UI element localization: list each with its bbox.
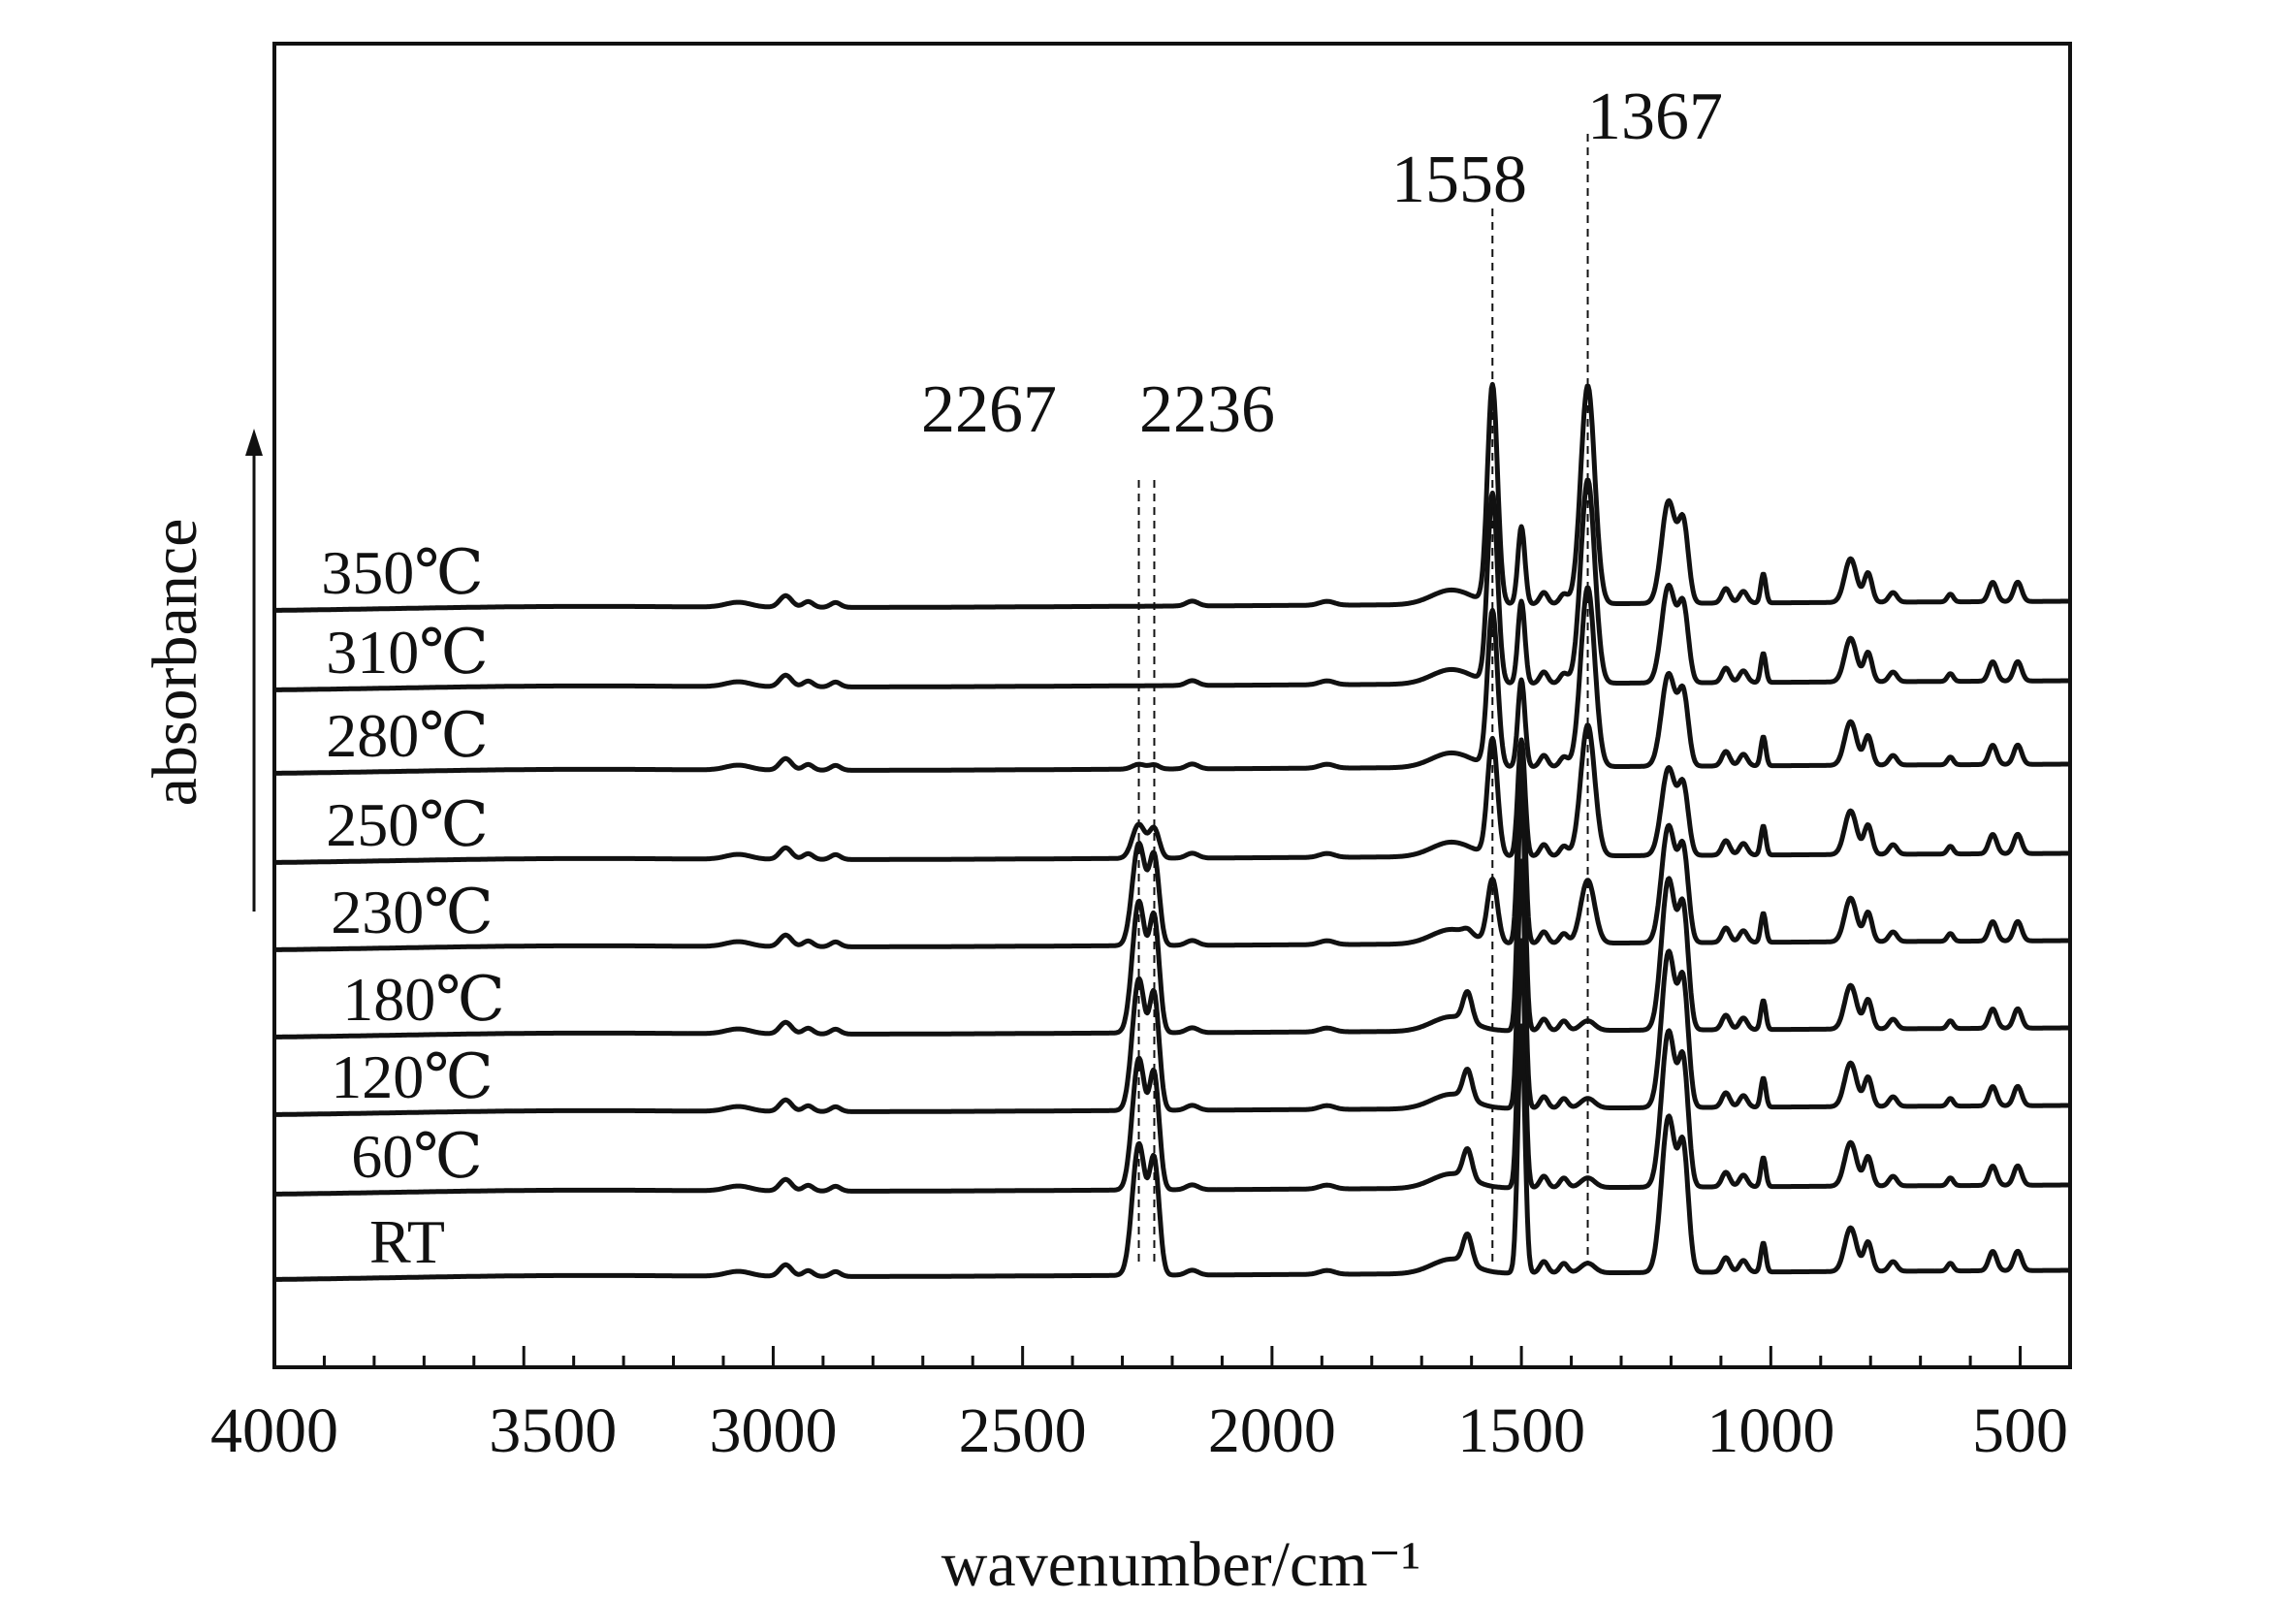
peak-label: 2267: [921, 372, 1057, 447]
trace-250℃: [272, 722, 2072, 865]
series-label: 280℃: [326, 701, 489, 770]
plot-frame: [272, 42, 2072, 1369]
x-tick-label: 1500: [1457, 1395, 1585, 1466]
x-tick-label: 2000: [1208, 1395, 1336, 1466]
peak-label: 1558: [1391, 143, 1527, 217]
spectra-traces: [272, 381, 2072, 1282]
series-label: 180℃: [342, 965, 505, 1034]
series-label: 250℃: [326, 790, 489, 859]
trace-310℃: [272, 477, 2072, 692]
trace-180℃: [272, 781, 2072, 1040]
trace-RT: [272, 1023, 2072, 1282]
series-labels: 350℃ 310℃ 280℃ 250℃ 230℃ 180℃ 120℃ 60℃ RT: [321, 538, 505, 1276]
series-label: 60℃: [351, 1122, 483, 1191]
peak-label: 1367: [1587, 80, 1723, 154]
trace-350℃: [272, 381, 2072, 613]
x-tick-label: 500: [1972, 1395, 2068, 1466]
arrow-head-icon: [245, 429, 263, 456]
peak-marker-lines: [1137, 134, 1589, 1265]
trace-120℃: [272, 858, 2072, 1117]
series-label: 120℃: [331, 1042, 494, 1111]
x-axis-ticks: 4000 3500 3000 2500 2000 1500 1000 500: [210, 1346, 2072, 1466]
x-tick-label: 3500: [489, 1395, 617, 1466]
trace-60℃: [272, 938, 2072, 1197]
series-label: 230℃: [331, 878, 494, 946]
series-label: RT: [369, 1207, 445, 1276]
peak-labels: 2267 2236 1558 1367: [921, 80, 1723, 447]
series-label: 350℃: [321, 538, 484, 607]
x-tick-label: 3000: [709, 1395, 837, 1466]
trace-230℃: [272, 747, 2072, 952]
x-tick-label: 2500: [959, 1395, 1087, 1466]
series-label: 310℃: [326, 618, 489, 687]
trace-280℃: [272, 585, 2072, 776]
y-axis-title: absorbance: [140, 519, 210, 807]
x-tick-label: 4000: [210, 1395, 338, 1466]
x-tick-label: 1000: [1706, 1395, 1834, 1466]
x-axis-title: wavenumber/cm⁻¹: [941, 1529, 1420, 1600]
peak-label: 2236: [1139, 372, 1275, 447]
absorbance-arrow: [245, 429, 263, 912]
